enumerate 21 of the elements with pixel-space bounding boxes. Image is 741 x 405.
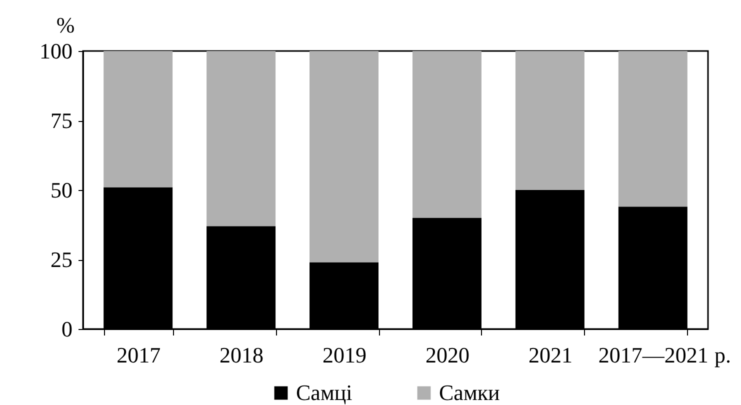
- y-tick-label: 25: [50, 247, 72, 272]
- bar: [206, 51, 276, 226]
- y-tick-label: 100: [40, 38, 72, 64]
- legend-label: Самці: [296, 380, 352, 405]
- bar: [104, 51, 173, 188]
- x-tick-label: 2017—2021: [598, 342, 708, 368]
- bar: [618, 51, 688, 207]
- bar: [515, 51, 584, 190]
- x-axis-title: р.: [714, 342, 731, 368]
- legend-label: Самки: [439, 380, 500, 405]
- x-tick-label: 2021: [528, 342, 572, 368]
- y-tick-label: 50: [50, 178, 72, 202]
- bar: [412, 51, 482, 218]
- y-tick-label: 0: [62, 316, 72, 342]
- x-tick-label: 2019: [322, 342, 367, 368]
- y-tick-label: 75: [50, 108, 72, 133]
- bar: [310, 51, 379, 262]
- x-tick-label: 2017: [116, 342, 161, 368]
- y-axis-title: %: [56, 12, 75, 38]
- x-tick-label: 2020: [425, 342, 470, 368]
- x-tick-label: 2018: [220, 342, 264, 368]
